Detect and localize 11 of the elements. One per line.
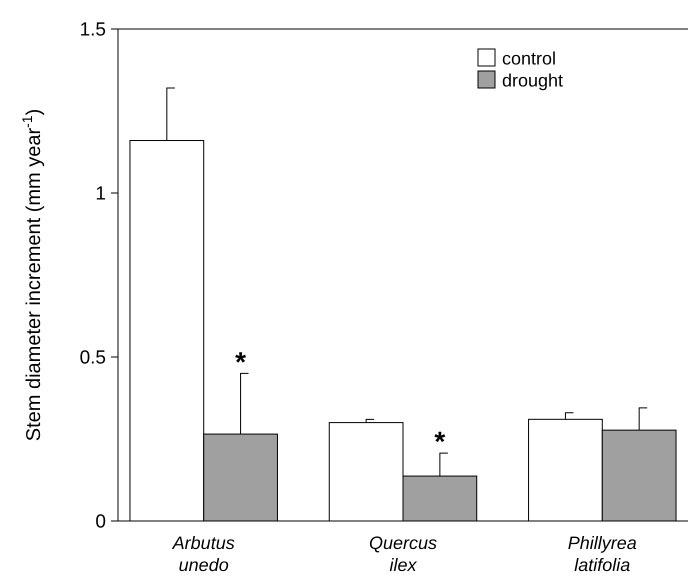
y-tick-label: 1 xyxy=(95,184,106,205)
y-tick-label: 0.5 xyxy=(80,348,106,369)
x-tick-label: Phillyrea latifolia xyxy=(568,533,637,575)
legend-label: control xyxy=(502,48,556,68)
y-tick-label: 1.5 xyxy=(80,20,106,41)
x-tick-label: Quercus ilex xyxy=(368,533,438,575)
annotation: * xyxy=(434,426,446,458)
x-tick-label: Arbutus unedo xyxy=(172,533,235,575)
annotation: * xyxy=(235,346,246,378)
legend-label: drought xyxy=(502,70,564,90)
y-tick-label: 0 xyxy=(95,512,106,533)
